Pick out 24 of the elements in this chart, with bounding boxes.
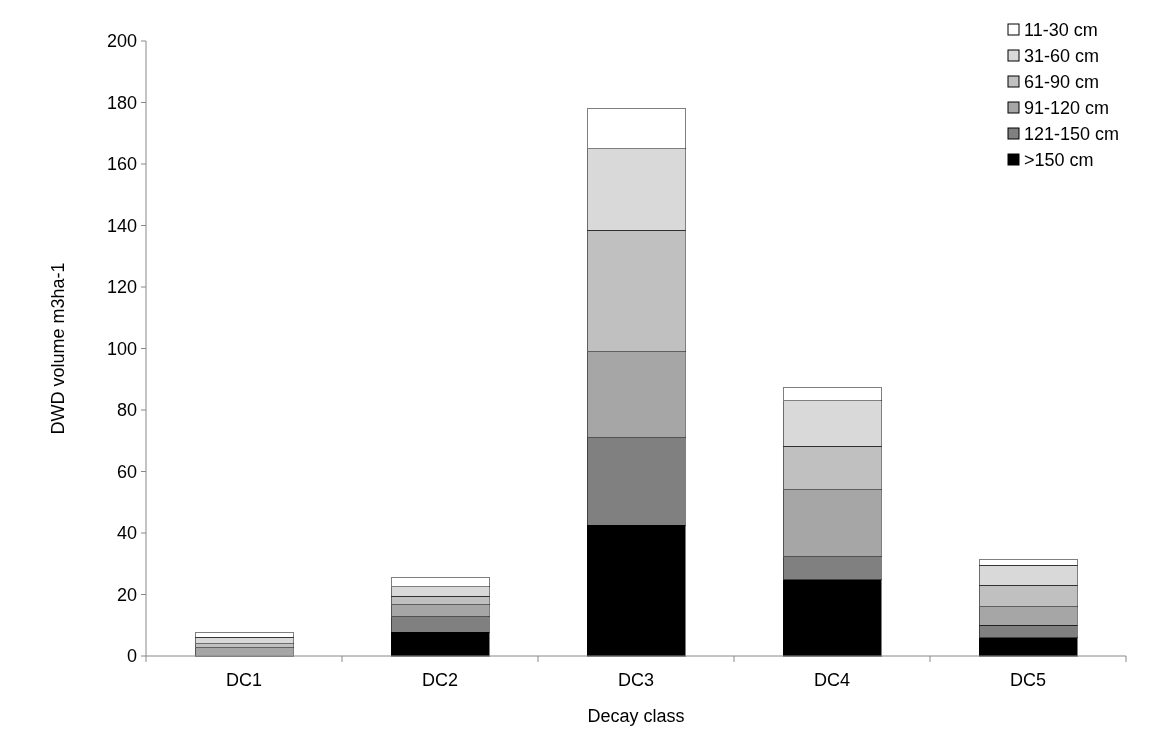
x-tick-label: DC5 [1009, 670, 1047, 690]
x-tick-label: DC2 [421, 670, 459, 690]
legend-label: 11-30 cm [1024, 20, 1098, 41]
y-tick-label: 100 [106, 338, 137, 359]
x-tick-label: DC3 [617, 670, 655, 690]
legend-label: 31-60 cm [1024, 46, 1100, 67]
legend-label: 91-120 cm [1024, 98, 1110, 119]
y-tick-label: 40 [116, 523, 137, 544]
y-tick-label: 140 [106, 215, 137, 236]
y-tick-label: 180 [106, 92, 137, 113]
legend-label: 121-150 cm [1024, 124, 1120, 145]
y-tick-label: 200 [106, 31, 137, 52]
x-tick-label: DC4 [813, 670, 851, 690]
y-tick-label: 20 [116, 584, 137, 605]
y-tick-label: 0 [126, 646, 137, 667]
y-tick-label: 80 [116, 400, 137, 421]
y-tick-label: 120 [106, 277, 137, 298]
legend-label: 61-90 cm [1024, 72, 1100, 93]
legend-label: >150 cm [1024, 150, 1094, 171]
x-tick-label: DC1 [225, 670, 263, 690]
x-axis-title: Decay class [587, 706, 685, 726]
y-tick-label: 160 [106, 154, 137, 175]
y-axis-title: DWD volume m3ha-1 [48, 262, 68, 435]
y-tick-label: 60 [116, 461, 137, 482]
